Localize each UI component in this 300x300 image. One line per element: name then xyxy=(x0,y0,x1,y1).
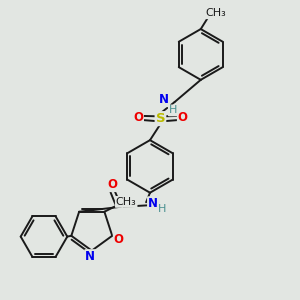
Text: O: O xyxy=(178,111,188,124)
Text: S: S xyxy=(156,112,165,125)
Text: CH₃: CH₃ xyxy=(205,8,226,18)
Text: N: N xyxy=(148,197,158,210)
Text: H: H xyxy=(169,105,177,116)
Text: O: O xyxy=(108,178,118,191)
Text: N: N xyxy=(85,250,95,263)
Text: H: H xyxy=(158,204,166,214)
Text: N: N xyxy=(159,93,169,106)
Text: O: O xyxy=(114,233,124,246)
Text: O: O xyxy=(133,111,143,124)
Text: CH₃: CH₃ xyxy=(116,197,136,207)
